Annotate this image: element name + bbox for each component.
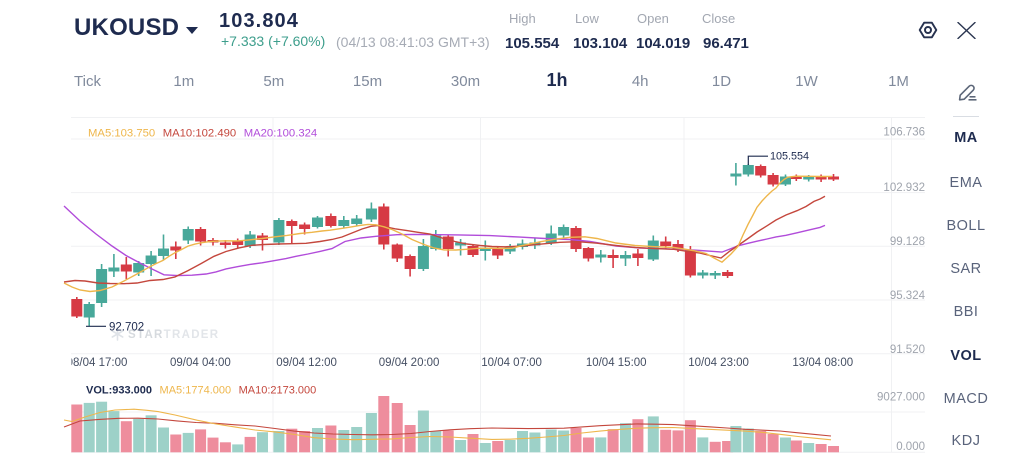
svg-text:10/04 23:00: 10/04 23:00 xyxy=(688,357,749,369)
svg-text:92.702: 92.702 xyxy=(109,321,144,333)
svg-text:09/04 04:00: 09/04 04:00 xyxy=(170,357,231,369)
svg-text:09/04 12:00: 09/04 12:00 xyxy=(276,357,337,369)
svg-text:91.520: 91.520 xyxy=(890,344,925,356)
svg-text:106.736: 106.736 xyxy=(883,127,925,139)
svg-text:10/04 15:00: 10/04 15:00 xyxy=(586,357,647,369)
svg-text:STARTRADER: STARTRADER xyxy=(128,329,219,341)
svg-text:08/04 17:00: 08/04 17:00 xyxy=(67,357,128,369)
svg-text:09/04 20:00: 09/04 20:00 xyxy=(379,357,440,369)
svg-text:10/04 07:00: 10/04 07:00 xyxy=(481,357,542,369)
svg-text:13/04 08:00: 13/04 08:00 xyxy=(792,357,853,369)
svg-text:105.554: 105.554 xyxy=(770,151,809,163)
svg-text:95.324: 95.324 xyxy=(890,290,926,302)
svg-text:0.000: 0.000 xyxy=(896,441,925,453)
svg-text:99.128: 99.128 xyxy=(890,236,925,248)
svg-text:102.932: 102.932 xyxy=(883,182,925,194)
svg-text:9027.000: 9027.000 xyxy=(877,392,925,404)
